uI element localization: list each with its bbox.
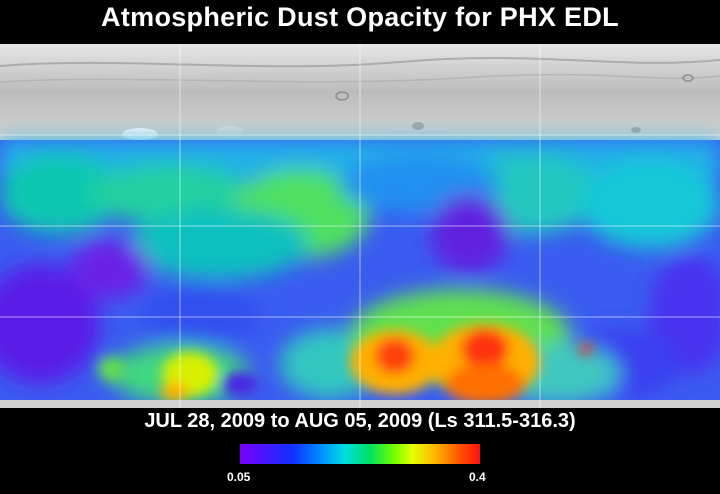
opacity-field: [0, 140, 720, 408]
colorbar-min-label: 0.05: [227, 470, 251, 484]
map-grid: [0, 44, 720, 408]
dust-opacity-map: [0, 44, 720, 408]
map-title: Atmospheric Dust Opacity for PHX EDL: [101, 2, 619, 32]
colorbar-max-label: 0.4: [469, 470, 486, 484]
opacity-colorbar: [240, 444, 480, 464]
date-range-label: JUL 28, 2009 to AUG 05, 2009 (Ls 311.5-3…: [144, 410, 576, 432]
